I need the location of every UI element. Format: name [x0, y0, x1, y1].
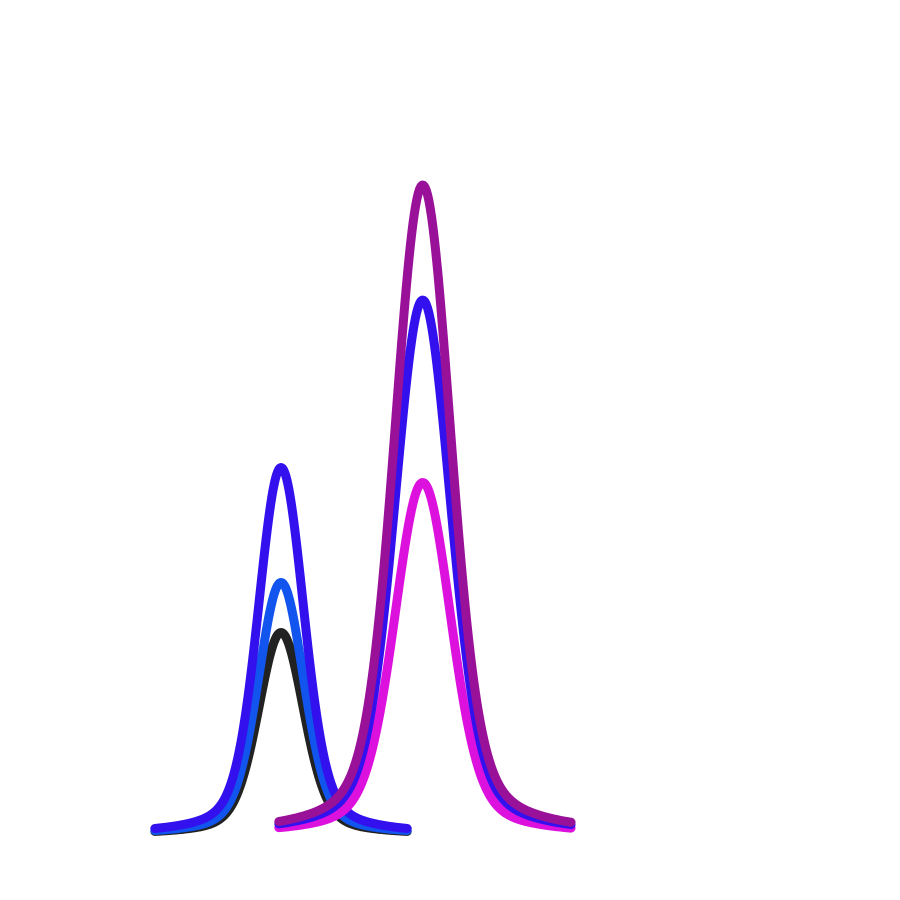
series-layer	[150, 180, 576, 836]
series-line-right-purple	[274, 180, 576, 827]
series-line-left-violet	[150, 463, 412, 833]
series-line-right-magenta	[274, 478, 576, 833]
